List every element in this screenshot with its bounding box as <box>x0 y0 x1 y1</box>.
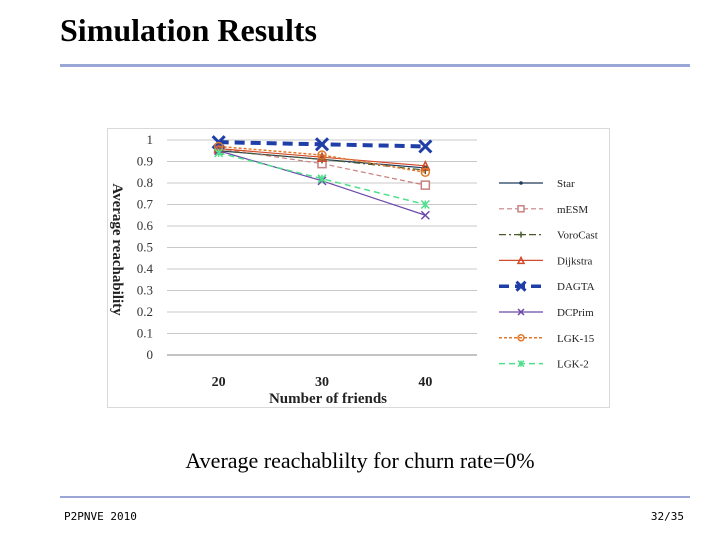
series-line-dijkstra <box>218 148 426 167</box>
footer-divider <box>60 496 690 498</box>
point-lgk-15-40 <box>420 167 431 177</box>
series-line-vorocast <box>218 150 426 171</box>
x-axis-label: Number of friends <box>269 391 387 407</box>
y-tick-label: 0 <box>147 347 154 362</box>
point-dagta-40 <box>418 139 433 154</box>
legend-marker-lgk-2 <box>517 360 525 368</box>
legend-label-vorocast: VoroCast <box>557 230 598 242</box>
x-tick-label: 40 <box>418 375 432 390</box>
point-lgk-15-30 <box>317 150 327 160</box>
legend-marker-dcprim <box>517 308 525 316</box>
legend-label-mesm: mESM <box>557 204 588 216</box>
legend-label-dcprim: DCPrim <box>557 307 594 319</box>
y-tick-label: 0.8 <box>137 175 153 190</box>
y-tick-label: 0.4 <box>137 261 154 276</box>
x-tick-label: 30 <box>315 375 329 390</box>
x-tick-label: 20 <box>212 375 226 390</box>
legend-label-dijkstra: Dijkstra <box>557 255 593 267</box>
legend-label-star: Star <box>557 178 575 190</box>
legend-marker-dagta <box>515 280 527 292</box>
point-dijkstra-40 <box>420 160 431 171</box>
legend-label-lgk-2: LGK-2 <box>557 359 589 371</box>
y-tick-label: 0.7 <box>137 197 154 212</box>
y-axis-label: Average reachability <box>109 183 125 316</box>
point-dijkstra-30 <box>316 151 328 162</box>
y-tick-label: 0.5 <box>137 240 153 255</box>
y-tick-label: 0.2 <box>137 304 153 319</box>
point-mesm-40 <box>420 180 431 190</box>
legend: Star mESM VoroCast Dijkstra DAGTA DCPrim LGK-1… <box>499 178 598 371</box>
axes: 0 0.1 0.2 0.3 0.4 0.5 0.6 0.7 0.8 0.9 1 20 30 40 Numbe… <box>109 132 477 407</box>
legend-marker-star <box>519 181 523 185</box>
point-dagta-30 <box>314 137 330 152</box>
gridlines <box>167 139 477 356</box>
series-layer <box>211 135 433 220</box>
title-underline <box>60 64 690 67</box>
y-tick-label: 0.9 <box>137 154 153 169</box>
chart-caption: Average reachablilty for churn rate=0% <box>185 448 535 473</box>
slide-title: Simulation Results <box>60 12 317 48</box>
legend-marker-mesm <box>517 205 525 213</box>
chart-frame <box>107 128 610 408</box>
point-lgk-2-30 <box>317 174 327 184</box>
legend-label-dagta: DAGTA <box>557 281 595 293</box>
series-line-lgk-2 <box>218 152 426 206</box>
y-tick-label: 0.6 <box>137 218 154 233</box>
reachability-line-chart: 0 0.1 0.2 0.3 0.4 0.5 0.6 0.7 0.8 0.9 1 20 30 40 Numbe… <box>109 132 598 407</box>
y-tick-label: 0.3 <box>137 283 153 298</box>
footer-conference: P2PNVE 2010 <box>64 510 137 523</box>
point-dcprim-40 <box>420 210 430 220</box>
legend-marker-dijkstra <box>516 255 526 265</box>
point-lgk-2-40 <box>420 199 430 210</box>
legend-marker-vorocast <box>518 231 524 238</box>
y-tick-label: 1 <box>147 132 154 147</box>
legend-label-lgk-15: LGK-15 <box>557 333 595 345</box>
page-number: 32/35 <box>650 510 684 523</box>
point-lgk-2-20 <box>214 148 224 158</box>
y-tick-label: 0.1 <box>137 326 153 341</box>
legend-marker-lgk-15 <box>517 334 525 342</box>
